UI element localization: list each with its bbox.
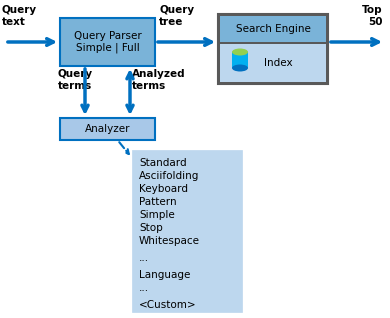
Text: ...: ...	[139, 283, 149, 293]
Text: Whitespace: Whitespace	[139, 236, 200, 246]
Text: Query Parser
Simple | Full: Query Parser Simple | Full	[74, 31, 141, 53]
Text: Query
terms: Query terms	[58, 69, 93, 91]
Text: Query
tree: Query tree	[159, 5, 194, 27]
Text: Stop: Stop	[139, 223, 163, 233]
Text: Analyzed
terms: Analyzed terms	[132, 69, 186, 91]
Text: Asciifolding: Asciifolding	[139, 171, 199, 181]
Bar	[218, 14, 328, 84]
Bar	[220, 16, 326, 42]
Ellipse shape	[232, 49, 248, 56]
Bar	[220, 44, 326, 82]
Text: Keyboard: Keyboard	[139, 184, 188, 194]
Bar	[60, 118, 155, 140]
Text: Language: Language	[139, 270, 190, 280]
Ellipse shape	[232, 65, 248, 72]
Text: Top
50: Top 50	[362, 5, 383, 27]
Text: Analyzer: Analyzer	[85, 124, 130, 134]
Text: <Custom>: <Custom>	[139, 300, 197, 310]
Text: ...: ...	[139, 253, 149, 263]
Bar	[60, 18, 155, 66]
Text: Standard: Standard	[139, 158, 187, 168]
Bar	[232, 52, 248, 68]
Bar	[132, 150, 242, 312]
Text: Pattern: Pattern	[139, 197, 177, 207]
Text: Index: Index	[264, 58, 292, 68]
Text: Query
text: Query text	[2, 5, 37, 27]
Text: Simple: Simple	[139, 210, 175, 220]
Text: Search Engine: Search Engine	[236, 24, 310, 34]
